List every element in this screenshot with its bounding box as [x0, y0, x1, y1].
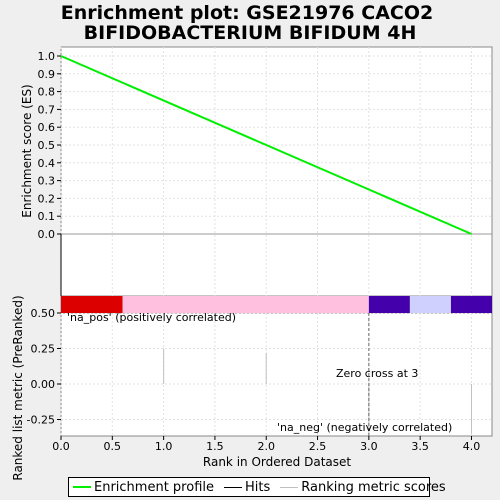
legend-item-hits: Hits: [224, 480, 270, 495]
hits-swatch: [224, 486, 242, 488]
es-y-tick-label: 0.1: [38, 210, 56, 223]
color-bar: [61, 296, 492, 313]
color-bar-segment: [409, 296, 451, 313]
ranking-metric-swatch: [280, 486, 299, 488]
enrichment-profile-swatch: [73, 486, 91, 488]
es-y-axis-label: Enrichment score (ES): [20, 84, 34, 217]
x-tick-label: 4.0: [463, 440, 481, 453]
es-y-tick-label: 0.0: [38, 228, 56, 241]
es-line-layer: [60, 55, 472, 235]
x-tick-label: 3.0: [360, 440, 378, 453]
legend: Enrichment profile Hits Ranking metric s…: [68, 477, 446, 497]
es-y-tick-label: 0.4: [38, 157, 56, 170]
metric-y-axis-label: Ranked list metric (PreRanked): [11, 295, 25, 480]
es-y-tick-label: 0.7: [38, 103, 56, 116]
x-axis-label: Rank in Ordered Dataset: [203, 455, 351, 469]
metric-y-tick-label: 0.00: [31, 378, 56, 391]
x-tick-label: 3.5: [411, 440, 429, 453]
negative-label: 'na_neg' (negatively correlated): [277, 421, 452, 434]
x-tick-label: 2.5: [309, 440, 327, 453]
legend-item-ranking-metric: Ranking metric scores: [280, 479, 446, 495]
color-bar-segment: [122, 296, 369, 313]
x-ticks: 0.0 0.5 1.0 1.5 2.0 2.5 3.0 3.5 4.0: [52, 436, 480, 453]
metric-y-ticks: 0.50 0.25 0.00 -0.25: [27, 307, 61, 427]
x-tick-label: 2.0: [257, 440, 275, 453]
es-y-tick-label: 0.9: [38, 68, 56, 81]
x-tick-label: 1.5: [206, 440, 224, 453]
es-y-tick-label: 1.0: [38, 50, 56, 63]
es-y-ticks: 0.0 0.1 0.2 0.3 0.4 0.5 0.6 0.7 0.8 0.9 1.0: [38, 50, 61, 241]
es-y-tick-label: 0.2: [38, 192, 56, 205]
positive-label: 'na_pos' (positively correlated): [67, 311, 236, 324]
enrichment-profile-line: [60, 55, 472, 235]
es-y-tick-label: 0.3: [38, 175, 56, 188]
color-bar-segment: [368, 296, 410, 313]
es-grid: [60, 47, 492, 296]
legend-label-ranking-metric: Ranking metric scores: [301, 479, 446, 495]
metric-panel: [60, 312, 493, 437]
legend-label-enrichment-profile: Enrichment profile: [94, 479, 214, 495]
x-tick-label: 0.0: [52, 440, 70, 453]
es-y-tick-label: 0.6: [38, 121, 56, 134]
metric-y-tick-label: -0.25: [27, 414, 55, 427]
chart-title-line2: BIFIDOBACTERIUM BIFIDUM 4H: [84, 22, 417, 44]
chart-title-line1: Enrichment plot: GSE21976 CACO2: [61, 2, 434, 24]
zero-cross-label: Zero cross at 3: [336, 367, 418, 380]
legend-item-enrichment-profile: Enrichment profile: [73, 480, 214, 495]
color-bar-segment: [61, 296, 123, 313]
x-tick-label: 1.0: [155, 440, 173, 453]
x-tick-label: 0.5: [104, 440, 122, 453]
metric-y-tick-label: 0.25: [31, 343, 56, 356]
legend-label-hits: Hits: [245, 479, 271, 495]
es-y-tick-label: 0.5: [38, 139, 56, 152]
metric-y-tick-label: 0.50: [31, 307, 56, 320]
es-y-tick-label: 0.8: [38, 86, 56, 99]
color-bar-segment: [450, 296, 492, 313]
